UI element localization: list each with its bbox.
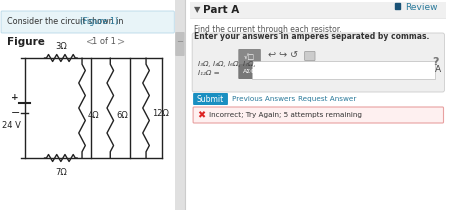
- Text: Part A: Part A: [202, 5, 239, 15]
- Text: ΑΣΦ: ΑΣΦ: [243, 69, 256, 74]
- FancyBboxPatch shape: [175, 32, 185, 56]
- Text: ↪: ↪: [278, 50, 287, 60]
- Bar: [253, 61, 435, 79]
- Text: √□: √□: [244, 53, 255, 60]
- FancyBboxPatch shape: [193, 93, 228, 105]
- FancyBboxPatch shape: [192, 33, 445, 92]
- FancyBboxPatch shape: [305, 51, 315, 60]
- Text: −: −: [10, 108, 20, 118]
- Bar: [394, 3, 400, 9]
- Text: 1 of 1: 1 of 1: [92, 38, 116, 46]
- Text: 6Ω: 6Ω: [116, 112, 128, 121]
- Text: 7Ω: 7Ω: [55, 168, 67, 177]
- Text: Enter your answers in amperes separated by commas.: Enter your answers in amperes separated …: [194, 32, 429, 41]
- Text: ?: ?: [432, 57, 438, 67]
- Text: +: +: [11, 93, 19, 102]
- Text: 24 V: 24 V: [2, 122, 21, 130]
- Text: Previous Answers: Previous Answers: [232, 96, 295, 102]
- Text: ↺: ↺: [290, 50, 298, 60]
- Text: Request Answer: Request Answer: [298, 96, 356, 102]
- Text: (Figure 1).: (Figure 1).: [80, 17, 121, 26]
- Text: Consider the circuit shown in: Consider the circuit shown in: [7, 17, 126, 26]
- Text: Incorrect; Try Again; 5 attempts remaining: Incorrect; Try Again; 5 attempts remaini…: [209, 112, 362, 118]
- Text: Submit: Submit: [197, 94, 224, 104]
- Text: I₁₂Ω =: I₁₂Ω =: [198, 70, 219, 76]
- FancyBboxPatch shape: [193, 107, 444, 123]
- Text: A: A: [435, 66, 441, 75]
- Text: ↩: ↩: [267, 50, 275, 60]
- Text: ▼: ▼: [194, 5, 201, 14]
- Text: >: >: [117, 37, 125, 47]
- FancyBboxPatch shape: [1, 11, 174, 33]
- FancyBboxPatch shape: [238, 64, 261, 79]
- Text: 4Ω: 4Ω: [88, 112, 100, 121]
- Text: 3Ω: 3Ω: [55, 42, 67, 51]
- Text: Find the current through each resistor.: Find the current through each resistor.: [194, 25, 342, 34]
- Text: I₃Ω, I₄Ω, I₆Ω, I₇Ω,: I₃Ω, I₄Ω, I₆Ω, I₇Ω,: [198, 61, 255, 67]
- Text: Review: Review: [405, 3, 438, 12]
- Text: ✖: ✖: [198, 110, 206, 120]
- FancyBboxPatch shape: [238, 49, 261, 64]
- Text: −: −: [176, 38, 183, 46]
- Bar: [190, 2, 447, 18]
- Text: 12Ω: 12Ω: [152, 109, 169, 118]
- Text: <: <: [85, 37, 94, 47]
- Bar: [175, 0, 185, 210]
- Text: Figure: Figure: [7, 37, 45, 47]
